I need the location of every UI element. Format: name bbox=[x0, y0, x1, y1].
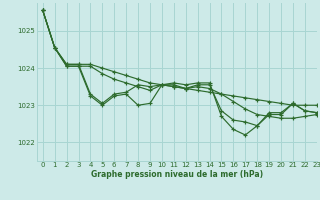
X-axis label: Graphe pression niveau de la mer (hPa): Graphe pression niveau de la mer (hPa) bbox=[91, 170, 263, 179]
